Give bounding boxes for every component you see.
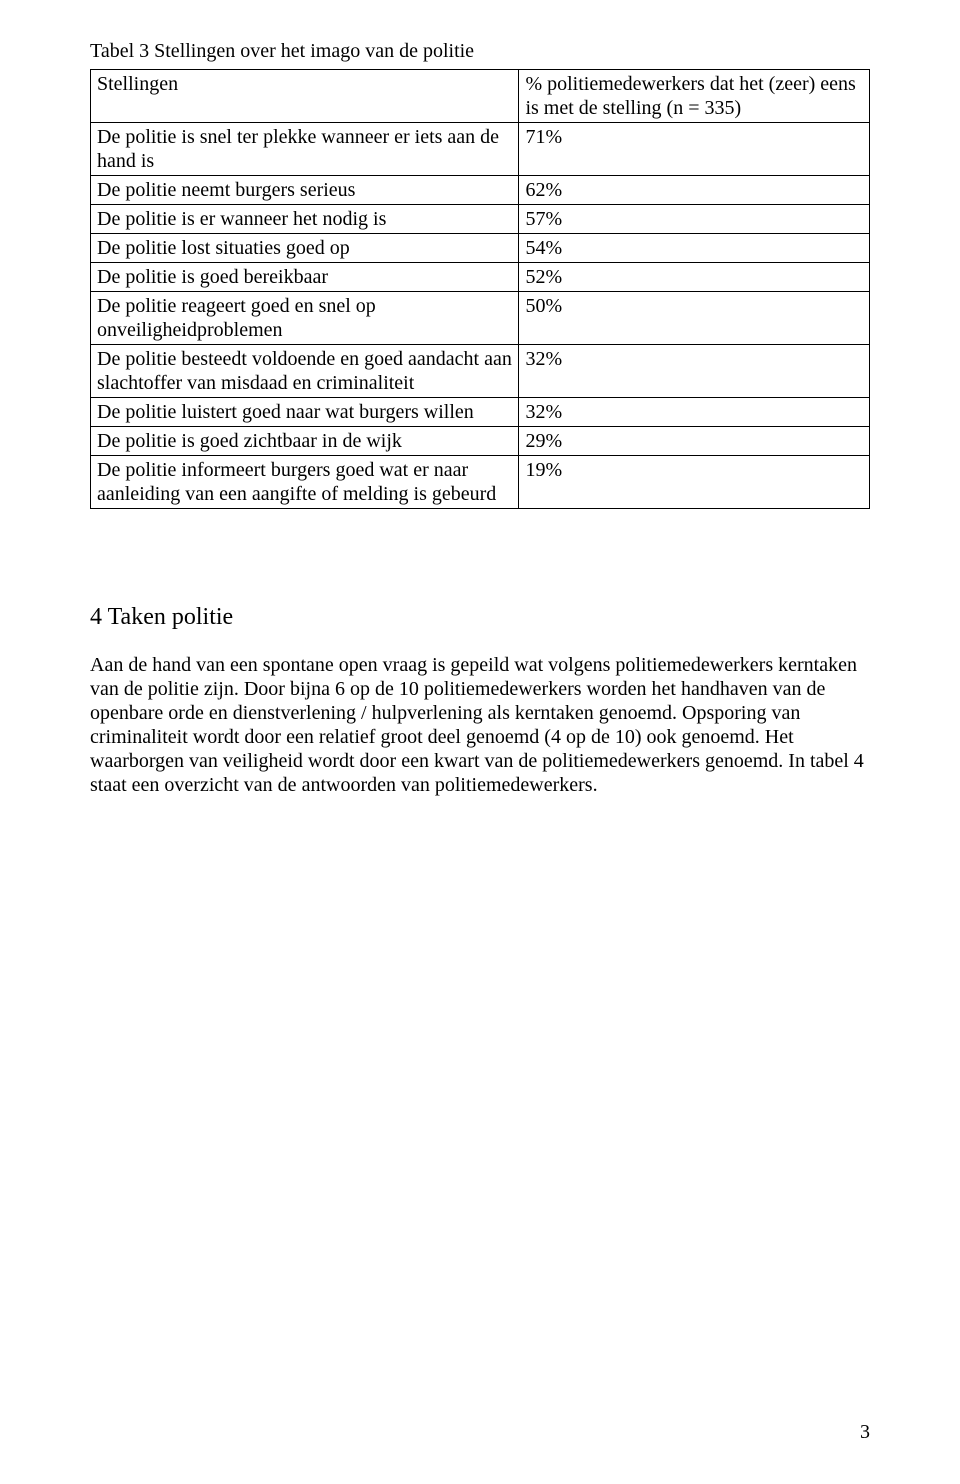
cell-stelling: De politie reageert goed en snel op onve… [91,292,519,345]
table-row: De politie reageert goed en snel op onve… [91,292,870,345]
cell-value: 62% [519,176,870,205]
cell-value: 19% [519,456,870,509]
table-row: De politie besteedt voldoende en goed aa… [91,345,870,398]
table-row: De politie informeert burgers goed wat e… [91,456,870,509]
cell-value: 29% [519,427,870,456]
section-heading: 4 Taken politie [90,604,870,631]
table-row: De politie lost situaties goed op 54% [91,234,870,263]
cell-stelling: De politie lost situaties goed op [91,234,519,263]
cell-value: 54% [519,234,870,263]
cell-stelling: De politie is er wanneer het nodig is [91,205,519,234]
page-number: 3 [860,1421,870,1444]
cell-stelling: De politie is goed bereikbaar [91,263,519,292]
cell-value: 50% [519,292,870,345]
table-row: De politie is goed bereikbaar 52% [91,263,870,292]
cell-stelling: De politie is snel ter plekke wanneer er… [91,123,519,176]
cell-stelling: De politie luistert goed naar wat burger… [91,398,519,427]
cell-stelling: De politie is goed zichtbaar in de wijk [91,427,519,456]
table-header-row: Stellingen % politiemedewerkers dat het … [91,70,870,123]
cell-value: 52% [519,263,870,292]
table-row: De politie is snel ter plekke wanneer er… [91,123,870,176]
cell-value: 32% [519,398,870,427]
cell-value: 32% [519,345,870,398]
header-cell-stellingen: Stellingen [91,70,519,123]
cell-value: 71% [519,123,870,176]
table-row: De politie luistert goed naar wat burger… [91,398,870,427]
table-row: De politie is er wanneer het nodig is 57… [91,205,870,234]
body-paragraph: Aan de hand van een spontane open vraag … [90,653,870,797]
table-title: Tabel 3 Stellingen over het imago van de… [90,40,870,63]
cell-stelling: De politie besteedt voldoende en goed aa… [91,345,519,398]
cell-stelling: De politie neemt burgers serieus [91,176,519,205]
table-row: De politie neemt burgers serieus 62% [91,176,870,205]
cell-stelling: De politie informeert burgers goed wat e… [91,456,519,509]
statements-table: Stellingen % politiemedewerkers dat het … [90,69,870,509]
cell-value: 57% [519,205,870,234]
table-row: De politie is goed zichtbaar in de wijk … [91,427,870,456]
header-cell-percentage: % politiemedewerkers dat het (zeer) eens… [519,70,870,123]
